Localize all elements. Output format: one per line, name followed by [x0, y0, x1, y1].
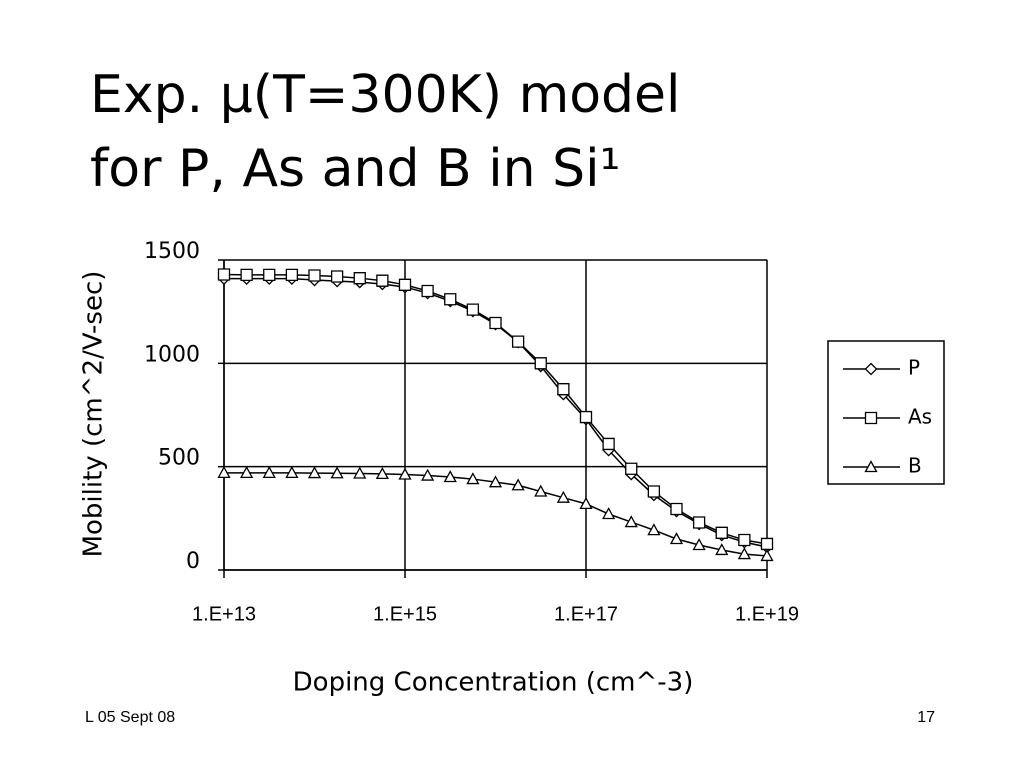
marker [466, 303, 480, 316]
marker [421, 284, 434, 298]
marker [557, 383, 570, 396]
legend-label: P [908, 356, 920, 380]
y-tick-label: 0 [186, 549, 200, 574]
marker [737, 547, 751, 560]
marker [263, 268, 276, 282]
marker [421, 468, 435, 481]
marker [488, 475, 503, 488]
marker [353, 466, 367, 479]
title-line: for P, As and B in Si¹ [90, 139, 620, 199]
marker [285, 268, 299, 282]
legend-label: B [908, 454, 922, 478]
marker [466, 472, 480, 485]
marker [443, 470, 457, 483]
marker [240, 466, 254, 479]
page-number: 17 [917, 709, 935, 726]
x-tick-label: 1.E+13 [192, 603, 256, 625]
marker [647, 485, 661, 498]
marker [864, 460, 878, 473]
marker [602, 507, 616, 520]
marker [692, 538, 706, 551]
marker [715, 543, 729, 556]
y-tick-label: 1500 [144, 239, 200, 264]
y-tick-label: 1000 [144, 342, 200, 367]
x-tick-label: 1.E+17 [554, 603, 618, 625]
marker [511, 335, 525, 348]
marker [624, 515, 638, 528]
marker [217, 466, 231, 479]
marker [669, 532, 684, 545]
marker [444, 293, 457, 306]
marker [353, 272, 366, 285]
x-tick-label: 1.E+19 [735, 603, 799, 625]
marker [864, 411, 878, 425]
marker [330, 270, 344, 283]
marker [760, 549, 774, 562]
marker [692, 516, 706, 529]
marker [262, 466, 276, 479]
marker [670, 502, 683, 516]
marker [511, 478, 525, 491]
marker [534, 484, 548, 497]
marker [285, 466, 299, 479]
marker [760, 537, 774, 551]
x-tick-label: 1.E+15 [373, 603, 437, 625]
marker [738, 533, 751, 547]
footer: L 05 Sept 08 [85, 709, 175, 726]
marker [579, 410, 593, 424]
marker [579, 497, 593, 510]
marker [602, 437, 615, 451]
legend [827, 340, 945, 485]
marker [217, 268, 231, 281]
marker [308, 269, 321, 282]
marker [330, 466, 344, 479]
marker [398, 278, 412, 291]
marker [375, 467, 389, 480]
marker [489, 316, 502, 330]
marker [376, 274, 389, 287]
marker [715, 526, 728, 539]
marker [556, 490, 570, 503]
legend-label: As [908, 405, 932, 429]
marker [240, 268, 253, 282]
y-tick-label: 500 [158, 446, 200, 471]
marker [864, 362, 878, 376]
marker [307, 466, 322, 479]
marker [625, 462, 638, 475]
title-line: Exp. μ(T=300K) model [90, 65, 680, 125]
y-axis-label: Mobility (cm^2/V-sec) [79, 271, 109, 558]
marker [398, 467, 412, 480]
marker [647, 523, 661, 536]
x-axis-label: Doping Concentration (cm^-3) [293, 668, 694, 698]
marker [534, 357, 547, 370]
